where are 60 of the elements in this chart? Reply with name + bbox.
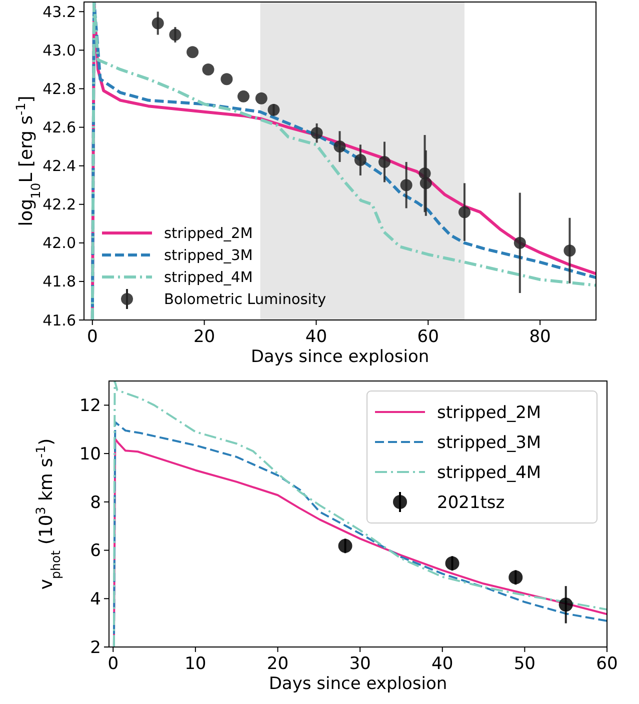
x-tick-label: 60 <box>417 327 439 347</box>
y-tick-label: 12 <box>79 396 101 416</box>
legend-label: stripped_4M <box>437 462 542 483</box>
x-tick-label: 30 <box>349 654 371 674</box>
point <box>255 92 268 104</box>
line-series <box>90 2 596 320</box>
y-tick-label: 42.2 <box>42 196 76 214</box>
point <box>508 570 523 584</box>
x-tick-label: 20 <box>193 327 216 347</box>
point <box>237 90 250 102</box>
point <box>420 177 432 190</box>
line-series <box>112 381 607 647</box>
y-tick-label: 42.8 <box>42 80 76 98</box>
y-tick-label: 8 <box>90 492 101 513</box>
point <box>558 598 573 612</box>
point <box>334 140 346 153</box>
y-tick-label: 42.4 <box>42 157 76 176</box>
point <box>152 17 164 30</box>
point <box>354 154 366 166</box>
legend-label: stripped_2M <box>164 226 253 242</box>
x-tick-label: 40 <box>432 654 454 674</box>
x-tick-label: 60 <box>596 654 618 674</box>
point <box>169 28 182 41</box>
point <box>338 538 352 553</box>
y-tick-label: 42.0 <box>42 234 76 252</box>
y-tick-label: 41.8 <box>42 272 76 291</box>
y-tick-label: 43.0 <box>42 41 76 60</box>
point <box>458 206 471 218</box>
point <box>268 104 280 116</box>
legend-label: stripped_2M <box>437 402 542 423</box>
y-tick-label: 41.6 <box>42 311 76 330</box>
point <box>445 556 460 570</box>
legend-label: stripped_3M <box>437 432 542 453</box>
point <box>378 156 390 168</box>
point <box>400 179 412 192</box>
legend-label: stripped_3M <box>164 248 253 264</box>
legend-label: Bolometric Luminosity <box>164 292 327 308</box>
point <box>220 73 233 86</box>
y-tick-label: 6 <box>90 541 101 562</box>
x-tick-label: 0 <box>86 327 98 347</box>
y-tick-label: 43.2 <box>42 2 76 21</box>
x-tick-label: 50 <box>514 654 536 674</box>
point <box>310 127 323 140</box>
point <box>202 63 214 76</box>
x-tick-label: 0 <box>108 654 119 674</box>
legend-label: 2021tsz <box>437 492 505 513</box>
point <box>186 46 199 58</box>
y-tick-label: 42.6 <box>42 118 76 137</box>
y-tick-label: 10 <box>79 444 101 464</box>
x-tick-label: 10 <box>184 654 206 674</box>
legend-label: stripped_4M <box>164 270 253 286</box>
x-tick-label: 40 <box>305 327 328 347</box>
x-axis-title: Days since explosion <box>268 674 448 694</box>
point <box>514 236 526 249</box>
y-tick-label: 2 <box>90 638 101 658</box>
point <box>564 244 576 257</box>
x-tick-label: 20 <box>266 654 289 674</box>
x-axis-title: Days since explosion <box>250 347 430 367</box>
y-tick-label: 4 <box>90 590 101 610</box>
x-tick-label: 80 <box>529 327 551 347</box>
